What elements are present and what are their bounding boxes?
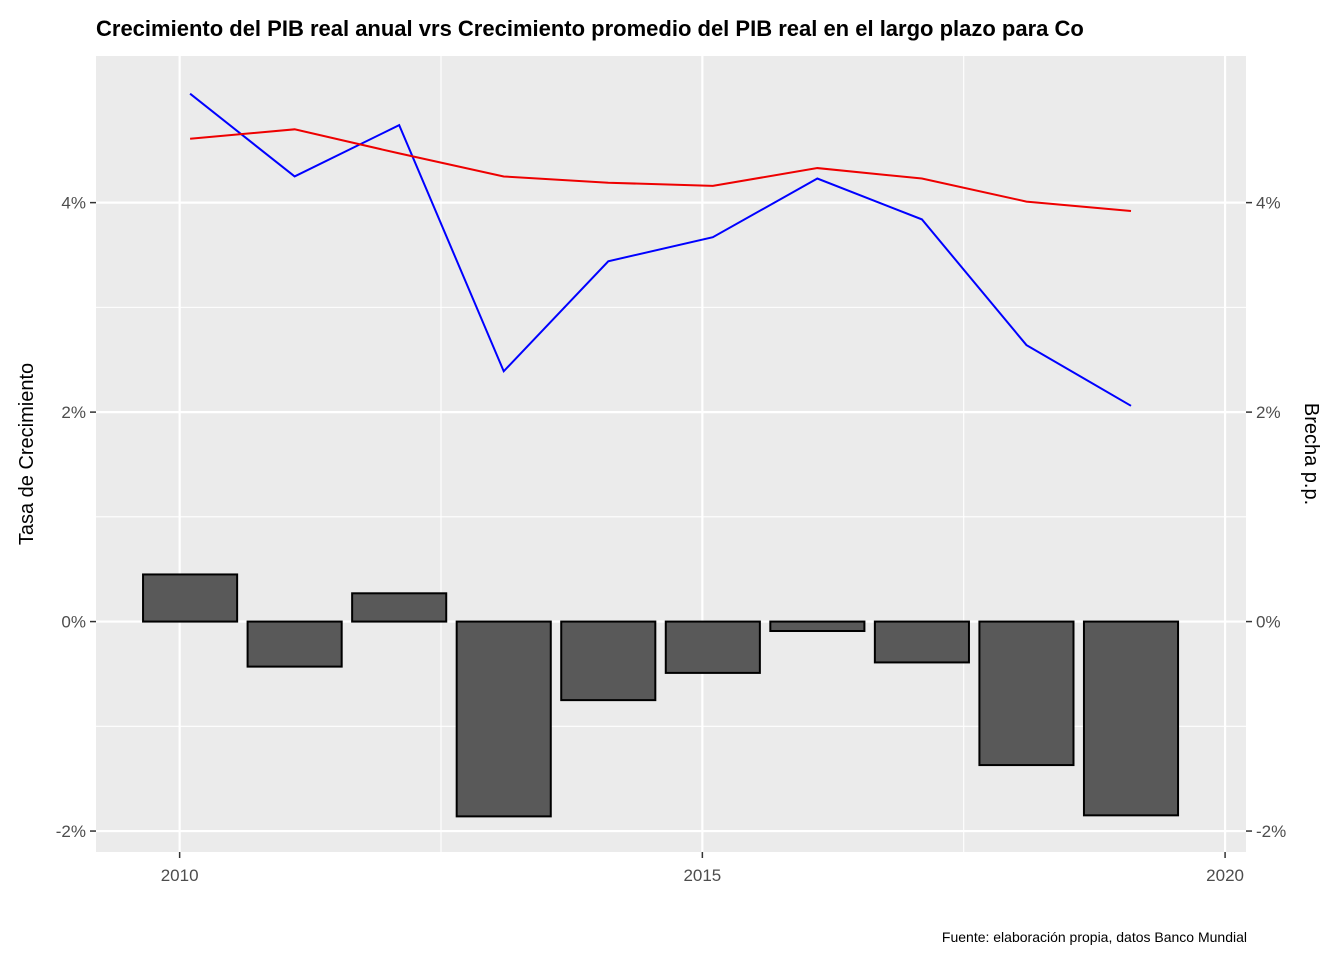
bar [560, 620, 657, 702]
y2-tick-label: -2% [1256, 822, 1286, 841]
y-tick-label: 4% [61, 194, 86, 213]
y2-axis-title: Brecha p.p. [1300, 403, 1322, 505]
chart-title: Crecimiento del PIB real anual vrs Creci… [96, 16, 1084, 41]
series-line-1 [189, 92, 1132, 407]
bar [978, 620, 1075, 767]
x-tick-label: 2015 [683, 866, 721, 885]
bar [142, 573, 239, 623]
bar [1082, 620, 1180, 817]
caption: Fuente: elaboración propia, datos Banco … [941, 929, 1247, 945]
x-tick-label: 2010 [161, 866, 199, 885]
bar [873, 620, 970, 664]
bar [351, 592, 448, 623]
y-tick-label: -2% [56, 822, 86, 841]
y2-tick-label: 0% [1256, 613, 1281, 632]
y2-tick-label: 2% [1256, 403, 1281, 422]
series-line-2 [190, 128, 1132, 213]
lines [189, 92, 1132, 407]
y2-tick-label: 4% [1256, 194, 1281, 213]
y-axis-title: Tasa de Crecimiento [16, 363, 38, 545]
bar [769, 620, 866, 633]
bar [455, 620, 552, 818]
bar [664, 620, 761, 674]
bar [246, 620, 343, 668]
x-tick-label: 2020 [1206, 866, 1244, 885]
axes: -2% 0% 2% 4% -2% 0% 2% 4% 2010 2015 2020 [56, 194, 1286, 885]
y-tick-label: 2% [61, 403, 86, 422]
bars [142, 573, 1180, 818]
y-tick-label: 0% [61, 613, 86, 632]
